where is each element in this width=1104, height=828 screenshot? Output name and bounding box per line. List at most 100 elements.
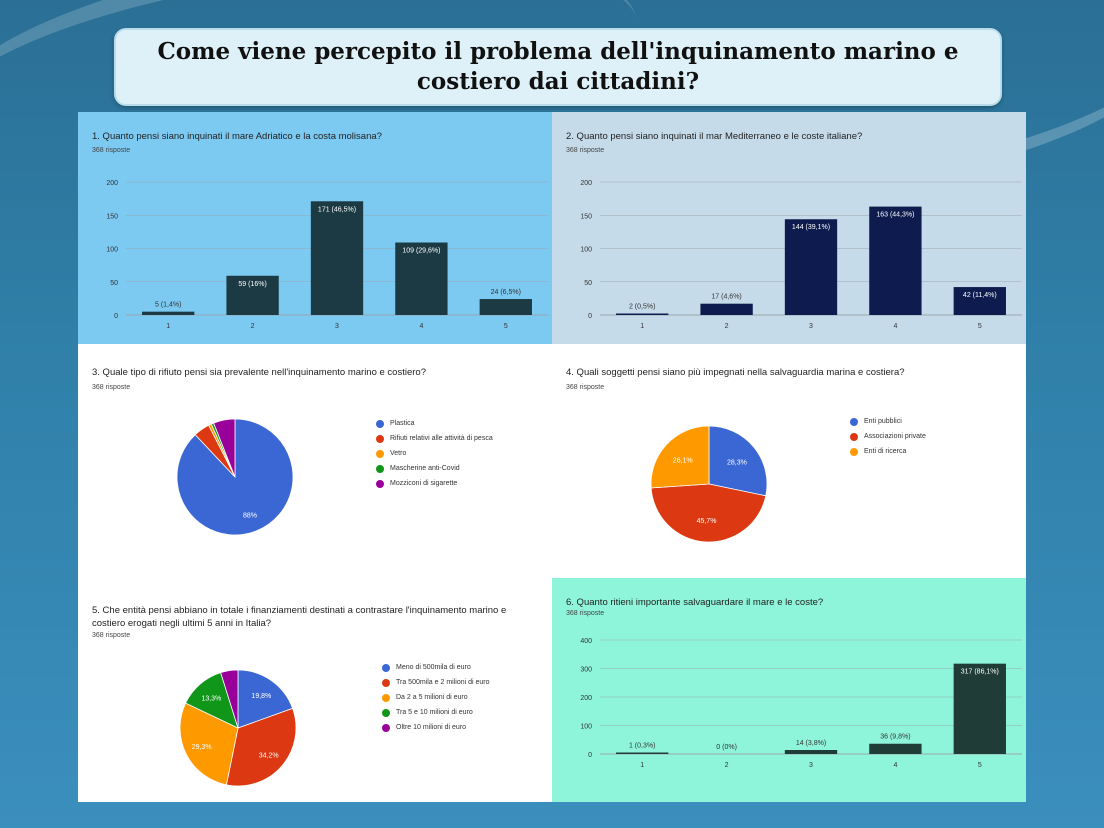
x-tick-label: 3 [809,323,813,330]
bar [869,206,922,315]
x-tick-label: 3 [335,323,339,330]
data-label: 163 (44,3%) [876,212,914,219]
legend-swatch [376,479,384,488]
y-tick-label: 50 [584,280,592,287]
legend-q3: Plastica Rifiuti relativi alle attività d… [376,416,493,491]
legend-item: Enti di ricerca [850,444,926,459]
slice-label: 34,2% [259,753,279,760]
legend-swatch [376,419,384,428]
slice-label: 88% [243,513,257,520]
question-4: 4. Quali soggetti pensi siano più impegn… [566,367,905,378]
legend-swatch [376,449,384,458]
x-tick-label: 1 [166,323,170,330]
x-tick-label: 4 [419,323,423,330]
x-tick-label: 2 [725,762,729,769]
data-label: 24 (6,5%) [491,289,521,296]
slice-label: 28,3% [727,459,747,466]
legend-item: Tra 5 e 10 milioni di euro [382,705,490,720]
y-tick-label: 100 [106,247,118,254]
pie-slice [237,669,294,729]
legend-swatch [850,447,858,456]
legend-item: Da 2 a 5 milioni di euro [382,690,490,705]
pie-chart-q3: 88% [176,418,294,536]
legend-swatch [850,417,858,426]
pie-slice [650,425,710,489]
pie-slice [225,707,297,787]
responses-count: 368 risposte [92,147,131,154]
data-label: 109 (29,6%) [402,248,440,255]
bar [784,219,838,315]
bar [226,275,279,315]
legend-q4: Enti pubblici Associazioni private Enti di… [850,414,926,459]
legend-label: Meno di 500mila di euro [396,664,471,671]
data-label: 171 (46,5%) [318,206,356,213]
panel-q2: 2. Quanto pensi siano inquinati il mar M… [552,112,1026,344]
panel-q1: 1. Quanto pensi siano inquinati il mare … [78,112,552,344]
bar-chart-q2: 0 50 100 150 200 2 (0,5%) 1 17 (4,6%) 2 144 (39,1… [580,180,1022,330]
question-1: 1. Quanto pensi siano inquinati il mare … [92,131,382,142]
x-tick-label: 4 [893,323,897,330]
x-tick-label: 3 [809,762,813,769]
slice-label: 19,8% [251,693,271,700]
legend-swatch [382,693,390,702]
legend-item: Enti pubblici [850,414,926,429]
x-tick-label: 2 [251,323,255,330]
data-label: 317 (86,1%) [961,669,999,676]
bar [700,303,753,315]
responses-count: 368 risposte [92,384,131,391]
x-tick-label: 4 [893,762,897,769]
y-tick-label: 0 [588,313,592,320]
y-tick-label: 100 [580,724,592,731]
bar [869,743,922,754]
legend-label: Mozziconi di sigarette [390,480,458,487]
legend-q5: Meno di 500mila di euro Tra 500mila e 2 m… [382,660,490,735]
legend-item: Meno di 500mila di euro [382,660,490,675]
slice-label: 45,7% [697,518,717,525]
legend-swatch [382,708,390,717]
data-label: 14 (3,8%) [796,740,826,747]
legend-swatch [382,663,390,672]
panel-q6: 6. Quanto ritieni importante salvaguarda… [552,578,1026,802]
legend-label: Oltre 10 milioni di euro [396,724,467,731]
legend-label: Da 2 a 5 milioni di euro [396,694,468,701]
y-tick-label: 0 [588,752,592,759]
question-5: 5. Che entità pensi abbiano in totale i … [92,605,507,629]
data-label: 59 (16%) [238,281,266,288]
legend-swatch [376,464,384,473]
legend-label: Plastica [390,420,415,427]
responses-count: 368 risposte [566,147,605,154]
x-tick-label: 5 [978,323,982,330]
slice-label: 26,1% [673,457,693,464]
legend-item: Rifiuti relativi alle attività di pesca [376,431,493,446]
panel-q4: 4. Quali soggetti pensi siano più impegn… [552,344,1026,578]
legend-label: Tra 500mila e 2 milioni di euro [396,679,490,686]
bar [479,299,532,315]
bar [784,750,838,754]
slice-label: 29,3% [192,744,212,751]
y-tick-label: 100 [580,247,592,254]
pie-chart-q4: 28,3% 45,7% 26,1% [650,425,768,543]
y-tick-label: 400 [580,638,592,645]
slice-label: 13,3% [201,695,221,702]
legend-swatch [382,678,390,687]
question-2: 2. Quanto pensi siano inquinati il mar M… [566,131,863,142]
x-tick-label: 5 [978,762,982,769]
legend-item: Vetro [376,446,493,461]
data-label: 144 (39,1%) [792,224,830,231]
data-label: 0 (0%) [716,744,737,751]
y-tick-label: 200 [106,180,118,187]
legend-item: Associazioni private [850,429,926,444]
bar [616,752,669,754]
y-tick-label: 200 [580,180,592,187]
question-3: 3. Quale tipo di rifiuto pensi sia preva… [92,367,426,378]
y-tick-label: 300 [580,667,592,674]
x-tick-label: 5 [504,323,508,330]
bar [395,242,448,315]
data-label: 42 (11,4%) [963,292,997,299]
slide-title-box: Come viene percepito il problema dell'in… [114,28,1002,106]
bar [310,201,364,315]
y-tick-label: 150 [106,213,118,220]
pie-slice [213,418,236,478]
bar [616,313,669,315]
legend-label: Tra 5 e 10 milioni di euro [396,709,473,716]
